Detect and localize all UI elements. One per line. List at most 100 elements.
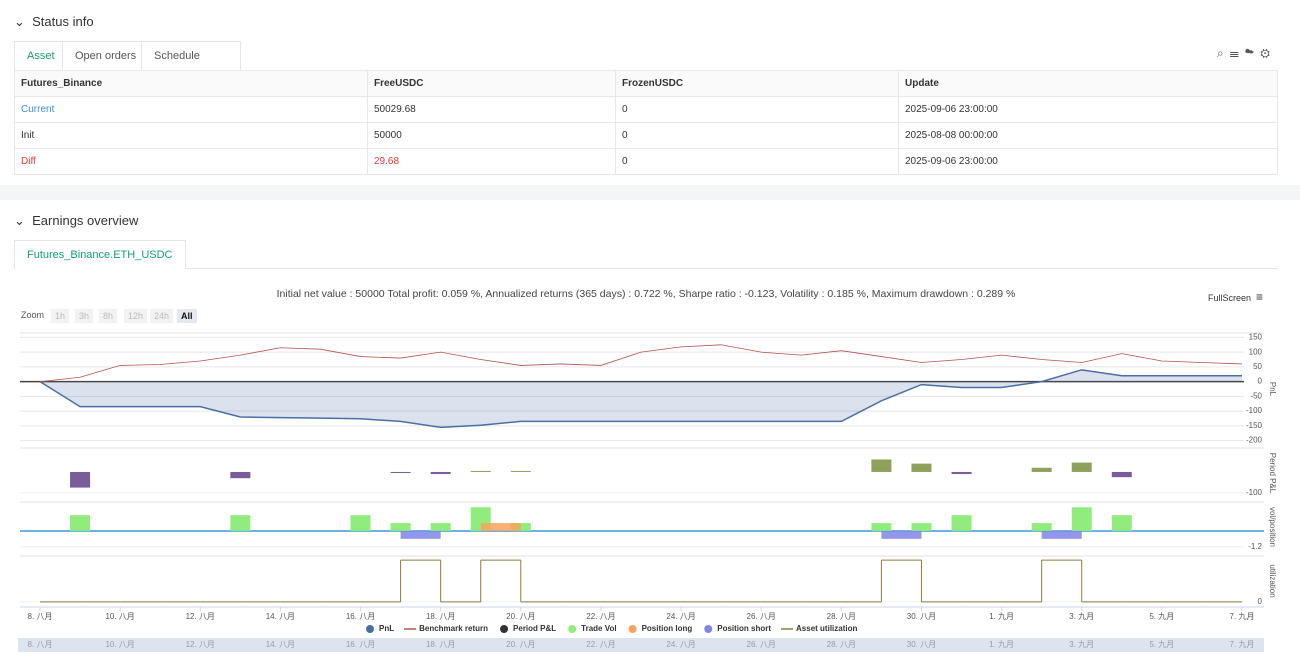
bar [871,523,892,531]
y-tick-label: 0 [1258,597,1263,606]
navigator-label: 24. 八月 [666,640,695,649]
bar [470,470,491,472]
bar [230,471,251,479]
pnl-line [39,369,1242,429]
zoom-button[interactable]: 24h [150,309,174,323]
legend-item[interactable]: Position short [704,624,771,633]
tab[interactable]: Futures_Binance.ETH_USDC [14,240,186,269]
cell: Current [14,96,368,123]
bar [951,515,972,531]
earnings-tabs: Futures_Binance.ETH_USDC [14,240,1278,269]
earnings-title[interactable]: ⌄ Earnings overview [14,213,139,228]
legend-swatch [366,625,374,633]
cell: 2025-08-08 00:00:00 [898,122,1278,149]
legend-item[interactable]: Trade Vol [568,624,617,633]
bar [70,515,91,531]
header-cell: Futures_Binance [14,70,368,97]
x-tick-label: 3. 九月 [1069,612,1094,621]
cell: 0 [615,122,899,149]
navigator-label: 20. 八月 [506,640,535,649]
cell: 50029.68 [367,96,616,123]
bar [1111,471,1132,478]
earnings-title-text: Earnings overview [32,213,139,228]
navigator-label: 7. 九月 [1230,640,1255,649]
x-tick-label: 7. 九月 [1230,612,1255,621]
x-tick-label: 22. 八月 [586,612,615,621]
cell: 50000 [367,122,616,149]
zoom-button[interactable]: All [177,309,197,323]
bar [390,523,411,531]
position-bar [400,530,441,539]
y-tick-label: -150 [1246,421,1263,430]
x-tick-label: 24. 八月 [666,612,695,621]
zoom-button[interactable]: 3h [75,309,94,323]
bar [390,471,411,473]
toolbar-icons[interactable]: ⌕☰☁⚙ [1216,46,1276,60]
y-tick-label: -50 [1250,391,1262,400]
x-tick-label: 8. 八月 [28,612,53,621]
axis-title: utilization [1268,564,1277,597]
status-panel: ⌄ Status info Asset Open orders Schedule… [0,0,1300,185]
legend-item[interactable]: Asset utilization [781,624,857,633]
bar [70,471,91,488]
bar [1071,462,1092,472]
navigator-label: 28. 八月 [827,640,856,649]
status-title-text: Status info [32,14,94,29]
legend-label: Period P&L [513,624,556,633]
status-title[interactable]: ⌄ Status info [14,14,94,29]
y-tick-label: 0 [1258,377,1263,386]
x-tick-label: 30. 八月 [907,612,936,621]
legend-swatch [628,625,637,633]
bar [951,471,972,475]
legend-label: Asset utilization [796,624,857,633]
legend-item[interactable]: Period P&L [500,624,556,633]
zoom-button[interactable]: 8h [99,309,118,323]
navigator-label: 1. 九月 [989,640,1014,649]
legend-item[interactable]: Benchmark return [404,624,488,633]
y-tick-label: -100 [1246,488,1263,497]
cell: 2025-09-06 23:00:00 [898,96,1278,123]
navigator-label: 10. 八月 [105,640,134,649]
fullscreen-button[interactable]: FullScreen ≡ [1208,290,1264,304]
asset-table: Futures_Binance FreeUSDC FrozenUSDC Update … [14,70,1278,175]
bar [1031,467,1052,472]
zoom-button[interactable]: 12h [124,309,148,323]
position-bar [881,530,922,539]
legend-swatch [704,625,713,633]
tab[interactable]: Asset [14,41,64,70]
bar [230,515,251,531]
legend-label: Position short [717,624,771,633]
tab[interactable]: Open orders [62,41,150,70]
bar [911,463,932,472]
bar [871,459,892,472]
legend-label: Trade Vol [581,624,616,633]
bar [911,523,932,531]
bar [1111,515,1132,531]
y-tick-label: 150 [1249,333,1263,342]
legend-item[interactable]: Position long [628,624,693,633]
legend-label: Benchmark return [419,624,488,633]
navigator-label: 30. 八月 [907,640,936,649]
zoom-button[interactable]: 1h [51,309,70,323]
x-tick-label: 10. 八月 [105,612,134,621]
navigator-label: 5. 九月 [1149,640,1174,649]
x-tick-label: 1. 九月 [989,612,1014,621]
header-cell: FreeUSDC [367,70,616,97]
summary: Initial net value : 50000 Total profit: … [276,288,1016,300]
navigator-label: 3. 九月 [1069,640,1094,649]
earnings-panel: ⌄ Earnings overview Futures_Binance.ETH_… [0,200,1300,665]
navigator[interactable] [18,638,1264,652]
axis-title: Period P&L [1268,453,1277,494]
legend-item[interactable]: PnL [366,624,394,633]
y-tick-label: -1.2 [1248,542,1262,551]
axis-title: PnL [1268,382,1277,397]
x-tick-label: 12. 八月 [186,612,215,621]
y-tick-label: 50 [1253,362,1262,371]
y-tick-label: -200 [1246,436,1263,445]
x-tick-label: 18. 八月 [426,612,455,621]
bar [1031,523,1052,531]
cell: 29.68 [367,148,616,175]
legend-swatch [500,625,509,633]
